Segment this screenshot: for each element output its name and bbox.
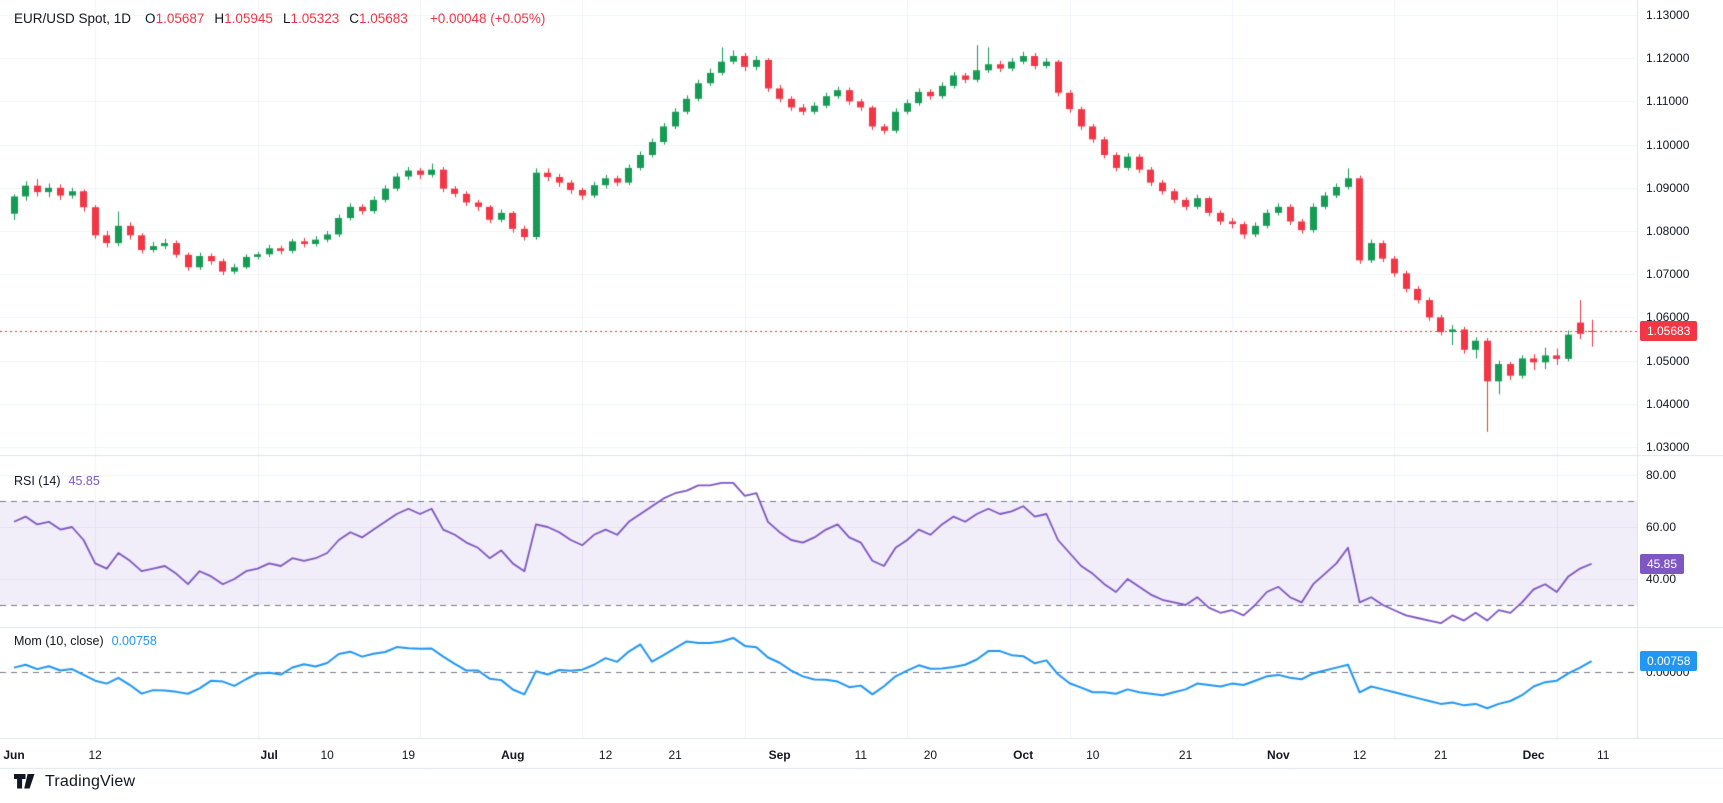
price-axis-label: 1.03000 xyxy=(1646,440,1690,454)
x-axis-label: 11 xyxy=(1596,748,1610,762)
price-axis-label: 1.11000 xyxy=(1646,94,1689,109)
price-axis-label: 1.12000 xyxy=(1646,51,1690,66)
ohlc-item: L1.05323 xyxy=(282,11,340,26)
x-axis-label: 21 xyxy=(1178,748,1193,762)
x-axis-label: Oct xyxy=(1013,748,1034,762)
symbol-title[interactable]: EUR/USD Spot, 1D xyxy=(14,11,132,26)
x-axis-label: 10 xyxy=(320,748,334,762)
rsi-axis-label: 60.00 xyxy=(1646,520,1677,534)
ohlc-values: O1.05687 H1.05945 L1.05323 C1.05683 xyxy=(145,11,418,26)
rsi-axis-label: 80.00 xyxy=(1646,468,1677,482)
price-axis-label: 1.10000 xyxy=(1646,137,1690,152)
rsi-value: 45.85 xyxy=(68,474,100,488)
tradingview-logo-icon xyxy=(14,774,38,790)
price-axis-label: 1.08000 xyxy=(1646,224,1690,238)
x-axis-label: Dec xyxy=(1522,748,1545,762)
x-axis-label: 12 xyxy=(598,748,613,762)
mom-title: Mom (10, close) xyxy=(14,634,104,648)
ohlc-item: C1.05683 xyxy=(349,11,408,26)
x-axis-label: 10 xyxy=(1086,748,1100,762)
mom-panel-label: Mom (10, close) 0.00758 xyxy=(14,634,157,648)
change-value: +0.00048 (+0.05%) xyxy=(429,11,546,26)
rsi-value-badge: 45.85 xyxy=(1640,553,1685,574)
rsi-panel-label: RSI (14) 45.85 xyxy=(14,474,100,488)
rsi-axis-label: 40.00 xyxy=(1646,572,1677,586)
x-axis-label: Jun xyxy=(3,748,25,762)
x-axis-label: Jul xyxy=(260,748,278,762)
price-axis-label: 1.13000 xyxy=(1646,8,1690,22)
x-axis-label: Sep xyxy=(768,748,791,762)
x-axis-label: 12 xyxy=(88,748,102,762)
x-axis-label: 20 xyxy=(923,748,938,762)
mom-value: 0.00758 xyxy=(111,634,157,648)
x-axis-label: 11 xyxy=(854,748,868,762)
x-axis-label: 21 xyxy=(668,748,682,762)
price-axis-label: 1.05000 xyxy=(1646,353,1690,368)
symbol-header: EUR/USD Spot, 1D O1.05687 H1.05945 L1.05323… xyxy=(14,11,545,26)
price-axis-label: 1.09000 xyxy=(1646,180,1690,195)
ohlc-item: O1.05687 xyxy=(145,11,205,26)
price-axis-label: 1.07000 xyxy=(1646,267,1690,282)
ohlc-item: H1.05945 xyxy=(214,11,273,26)
price-axis-label: 1.06000 xyxy=(1646,310,1690,325)
x-axis-label: 19 xyxy=(401,748,416,762)
x-axis-label: Aug xyxy=(501,748,525,762)
x-axis-label: 21 xyxy=(1434,748,1448,762)
tradingview-logo[interactable]: TradingView xyxy=(14,773,135,791)
x-axis-label: 12 xyxy=(1352,748,1367,762)
price-axis-label: 1.04000 xyxy=(1646,396,1690,411)
tradingview-logo-text: TradingView xyxy=(45,773,136,790)
last-price-badge: 1.05683 xyxy=(1640,321,1698,342)
x-axis-label: Nov xyxy=(1267,748,1290,762)
rsi-title: RSI (14) xyxy=(14,474,61,488)
mom-value-badge: 0.00758 xyxy=(1640,651,1698,671)
